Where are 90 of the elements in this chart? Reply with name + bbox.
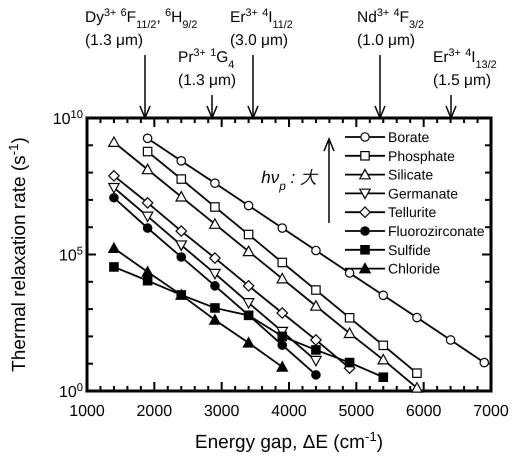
annotation: hν$_{p}$ : 大 xyxy=(261,137,335,223)
x-tick-label: 3000 xyxy=(204,403,240,420)
legend-label: Phosphate xyxy=(388,148,456,164)
x-tick-label: 5000 xyxy=(338,403,374,420)
point xyxy=(109,192,119,203)
legend-label: Fluorozirconate xyxy=(388,223,485,239)
point xyxy=(310,356,322,366)
point xyxy=(412,312,422,322)
point xyxy=(209,218,221,229)
point xyxy=(276,272,288,284)
point xyxy=(276,307,288,319)
legend-label: Silicate xyxy=(388,166,434,183)
point xyxy=(378,290,388,300)
point xyxy=(311,345,321,355)
annotation: (1.5 μm) xyxy=(433,72,492,120)
point xyxy=(109,262,119,272)
point xyxy=(210,281,220,291)
point xyxy=(311,370,321,380)
point xyxy=(175,225,188,237)
x-tick-label: 6000 xyxy=(406,403,442,420)
point xyxy=(108,170,120,182)
point xyxy=(277,223,288,233)
x-axis-title: Energy gap, ΔE (cm$^{-1}$) xyxy=(194,428,384,453)
point xyxy=(175,240,188,251)
x-tick-label: 7000 xyxy=(473,403,509,420)
point xyxy=(108,242,120,254)
point xyxy=(277,258,288,268)
point xyxy=(242,280,254,292)
point xyxy=(244,230,254,240)
point xyxy=(411,382,423,393)
point xyxy=(176,174,186,184)
point xyxy=(310,300,322,311)
point xyxy=(344,358,354,368)
point xyxy=(244,200,254,210)
point xyxy=(310,334,322,346)
point xyxy=(142,146,152,156)
annotation: (1.0 μm) xyxy=(357,32,416,120)
annotation: Nd$^{3+}$ $^{4}$F$_{3/2}$ xyxy=(357,7,424,31)
point xyxy=(344,313,354,323)
point xyxy=(176,252,186,262)
annotation: (1.3 μm) xyxy=(85,32,151,120)
point xyxy=(175,190,188,202)
point xyxy=(311,285,321,295)
legend-label: Borate xyxy=(388,129,430,145)
point xyxy=(412,368,422,378)
annotation: Er$^{3+}$ $^{4}$I$_{11/2}$ xyxy=(230,7,293,31)
point xyxy=(209,268,221,280)
y-tick-label: 10$^{5}$ xyxy=(58,246,83,264)
point xyxy=(344,327,356,338)
annotation: Pr$^{3+}$ $^{1}$G$_{4}$ xyxy=(178,47,234,71)
annotation: (1.3 μm) xyxy=(178,72,236,120)
point xyxy=(242,246,254,256)
point xyxy=(210,178,220,188)
point xyxy=(176,156,186,166)
point xyxy=(108,136,120,147)
point xyxy=(142,197,154,209)
legend-label: Chloride xyxy=(388,260,440,277)
point xyxy=(311,246,321,256)
legend-label: Tellurite xyxy=(388,204,436,220)
point xyxy=(142,223,152,233)
point xyxy=(142,266,154,277)
x-tick-label: 4000 xyxy=(271,403,307,420)
annotation: Er$^{3+}$ $^{4}$I$_{13/2}$ xyxy=(433,47,497,71)
point xyxy=(242,298,254,309)
annotation: Dy$^{3+}$ $^{6}$F$_{11/2}$, $^{6}$H$_{9/2}$ xyxy=(85,7,198,31)
point xyxy=(142,212,154,222)
x-tick-label: 2000 xyxy=(136,403,172,420)
legend-label: Sulfide xyxy=(388,242,432,258)
point xyxy=(277,332,288,342)
point xyxy=(344,268,354,278)
point xyxy=(378,340,388,350)
point xyxy=(142,276,152,286)
point xyxy=(209,252,221,264)
point xyxy=(276,361,288,372)
point xyxy=(446,335,456,345)
point xyxy=(377,354,390,365)
point xyxy=(142,134,152,144)
point xyxy=(378,372,388,382)
annotation: hν$_{p}$ : 大 xyxy=(261,168,319,193)
point xyxy=(210,202,220,212)
point xyxy=(108,182,120,194)
legend-label: Germanate xyxy=(388,185,458,202)
point xyxy=(277,340,288,350)
point xyxy=(210,303,220,313)
y-tick-label: 10$^{0}$ xyxy=(58,382,83,401)
y-tick-label: 10$^{10}$ xyxy=(52,109,83,128)
x-tick-label: 1000 xyxy=(69,403,105,420)
point xyxy=(142,164,154,174)
point xyxy=(242,337,254,348)
point xyxy=(209,314,221,325)
